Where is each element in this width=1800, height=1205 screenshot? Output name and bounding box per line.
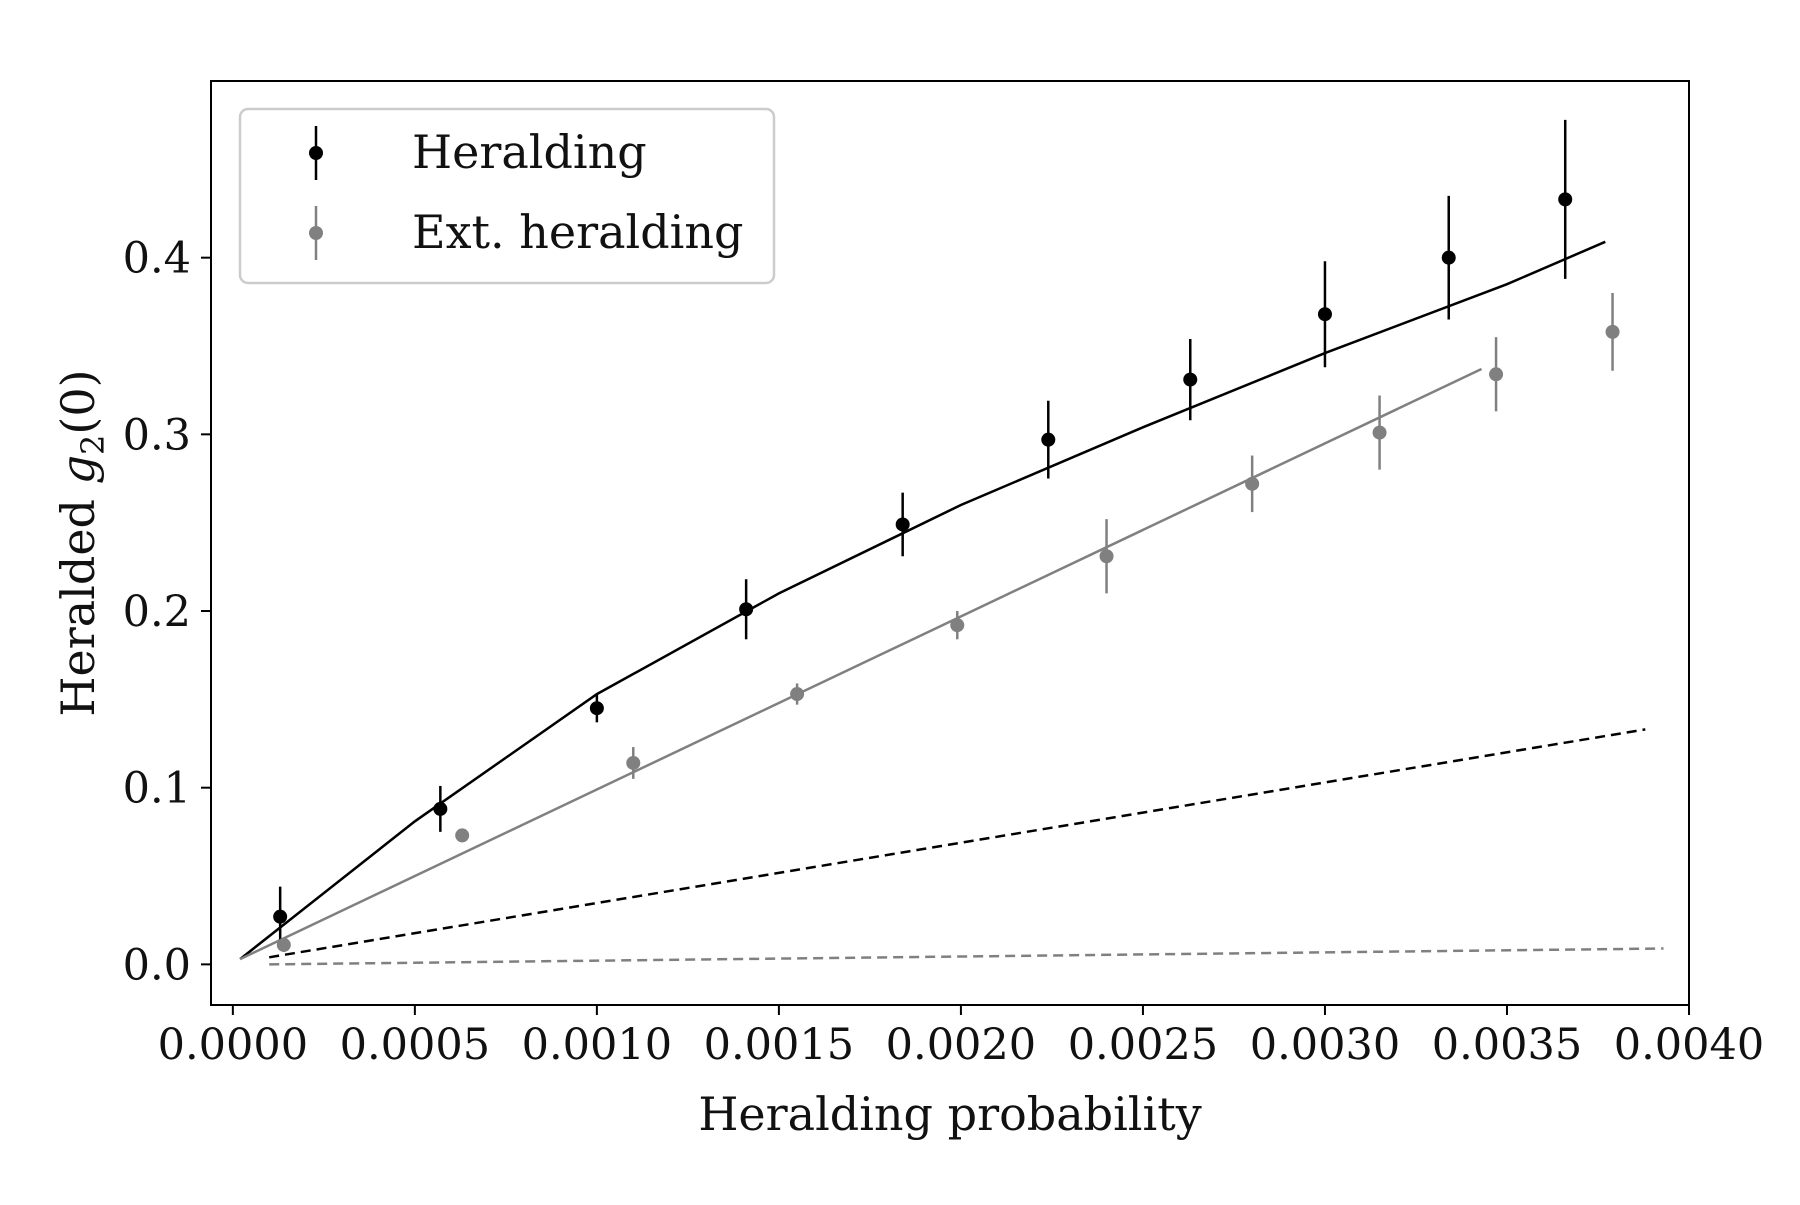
y-tick-label: 0.1 bbox=[123, 764, 191, 814]
x-tick-label: 0.0025 bbox=[1068, 1020, 1218, 1070]
x-tick-label: 0.0000 bbox=[158, 1020, 308, 1070]
axis-ticks: 0.0000 0.0005 0.0010 0.0015 0.0020 0.0025 0.00… bbox=[123, 234, 1765, 1070]
data-point bbox=[455, 828, 470, 843]
x-tick-label: 0.0010 bbox=[522, 1020, 672, 1070]
data-point bbox=[626, 755, 641, 770]
legend-label: Heralding bbox=[412, 125, 647, 179]
x-tick-label: 0.0005 bbox=[340, 1020, 490, 1070]
data-point bbox=[1489, 367, 1504, 382]
x-axis-label: Heralding probability bbox=[698, 1087, 1201, 1141]
data-point bbox=[1605, 324, 1620, 339]
legend-label: Ext. heralding bbox=[412, 205, 743, 259]
legend: Heralding Ext. heralding bbox=[238, 107, 776, 285]
data-point bbox=[739, 602, 754, 617]
data-points bbox=[273, 119, 1620, 952]
data-point bbox=[589, 701, 604, 716]
data-point bbox=[433, 801, 448, 816]
data-point bbox=[1041, 432, 1056, 447]
legend-marker bbox=[309, 146, 323, 160]
data-point bbox=[895, 517, 910, 532]
data-point bbox=[1441, 250, 1456, 265]
fit-line-2 bbox=[239, 240, 1606, 961]
legend-marker bbox=[309, 226, 323, 240]
plot-frame bbox=[210, 80, 1690, 1006]
dashed-line-4 bbox=[268, 728, 1646, 959]
data-point bbox=[1183, 372, 1198, 387]
x-tick-label: 0.0030 bbox=[1250, 1020, 1400, 1070]
y-axis-label: Heralded g2(0) bbox=[51, 369, 112, 716]
y-tick-label: 0.0 bbox=[123, 940, 191, 990]
data-point bbox=[1317, 307, 1332, 322]
data-point bbox=[1099, 549, 1114, 564]
data-point bbox=[1372, 425, 1387, 440]
dashed-line-5 bbox=[269, 947, 1664, 966]
x-tick-label: 0.0020 bbox=[886, 1020, 1036, 1070]
fit-line-3 bbox=[239, 367, 1483, 961]
y-tick-label: 0.2 bbox=[123, 587, 191, 637]
legend-entries: Heralding Ext. heralding bbox=[309, 125, 743, 260]
data-point bbox=[950, 618, 965, 633]
x-tick-label: 0.0035 bbox=[1432, 1020, 1582, 1070]
fit-curves bbox=[239, 240, 1664, 966]
y-tick-label: 0.3 bbox=[123, 410, 191, 460]
data-point bbox=[1245, 476, 1260, 491]
data-point bbox=[1558, 192, 1573, 207]
legend-box bbox=[238, 107, 776, 285]
x-tick-label: 0.0040 bbox=[1614, 1020, 1764, 1070]
data-point bbox=[273, 909, 288, 924]
y-tick-label: 0.4 bbox=[123, 234, 191, 284]
x-tick-label: 0.0015 bbox=[704, 1020, 854, 1070]
data-point bbox=[790, 687, 805, 702]
data-point bbox=[276, 937, 291, 952]
